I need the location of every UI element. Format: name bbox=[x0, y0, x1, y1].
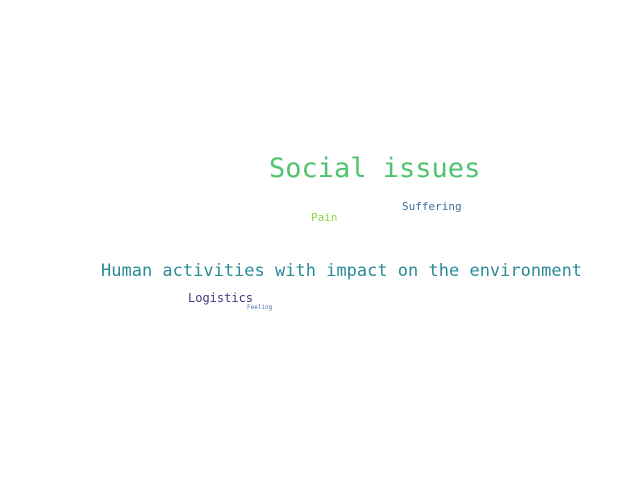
word-suffering: Suffering bbox=[402, 200, 462, 213]
word-human-activities: Human activities with impact on the envi… bbox=[101, 261, 583, 281]
word-pain: Pain bbox=[311, 211, 338, 224]
word-social-issues: Social issues bbox=[269, 153, 481, 184]
word-logistics: Logistics bbox=[188, 291, 254, 305]
word-feeling: Feeling bbox=[247, 304, 273, 311]
